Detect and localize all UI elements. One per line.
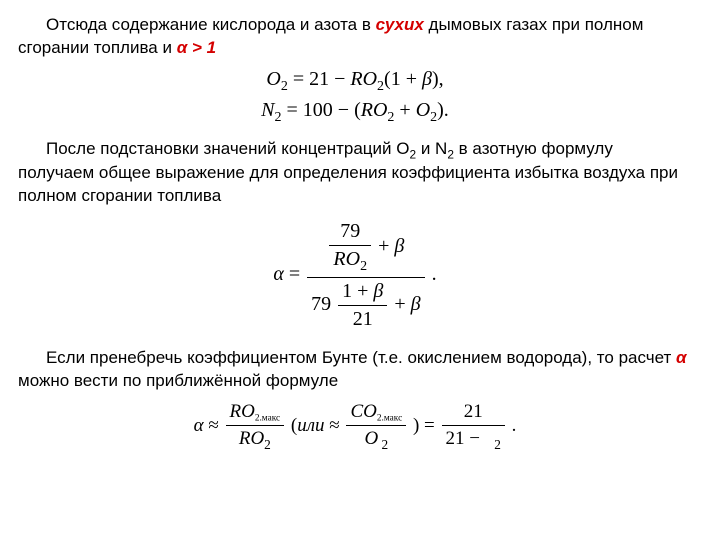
eq2-period: . bbox=[432, 263, 437, 285]
eq2-79b: 79 bbox=[311, 293, 331, 315]
page-content: Отсюда содержание кислорода и азота в су… bbox=[0, 0, 720, 464]
p1-em: сухих bbox=[376, 15, 424, 34]
p3-t1: Если пренебречь коэффициентом Бунте (т.е… bbox=[46, 348, 676, 367]
p2-t2: и N bbox=[416, 139, 447, 158]
p3-t2: можно вести по приближённой формуле bbox=[18, 371, 338, 390]
paragraph-1: Отсюда содержание кислорода и азота в су… bbox=[18, 14, 692, 60]
equation-block-2: α = 79 RO2 + β 79 1 + β 21 + β . bbox=[18, 218, 692, 333]
eq2-main-frac: 79 RO2 + β 79 1 + β 21 + β bbox=[307, 218, 425, 333]
eq1-line2: N2 = 100 − (RO2 + O2). bbox=[18, 97, 692, 128]
p1-t1: Отсюда содержание кислорода и азота в bbox=[46, 15, 376, 34]
equation-block-3: α ≈ RO2.макс RO2 (или ≈ CO2.макс O 2 ) =… bbox=[18, 399, 692, 454]
equation-block-1: O2 = 21 − RO2(1 + β), N2 = 100 − (RO2 + … bbox=[18, 66, 692, 128]
eq3-frac2: CO2.макс O 2 bbox=[346, 399, 406, 454]
paragraph-2: После подстановки значений концентраций … bbox=[18, 138, 692, 208]
eq3-frac3: 21 21 − 2 bbox=[442, 399, 505, 453]
eq2-79a: 79 bbox=[340, 220, 360, 242]
p2-t1: После подстановки значений концентраций … bbox=[46, 139, 409, 158]
p3-alpha: α bbox=[676, 348, 687, 367]
eq3-frac1: RO2.макс RO2 bbox=[226, 399, 285, 454]
p2-s2: 2 bbox=[447, 147, 454, 161]
eq1-line1: O2 = 21 − RO2(1 + β), bbox=[18, 66, 692, 97]
eq2-21: 21 bbox=[353, 308, 373, 330]
p1-alpha: α > 1 bbox=[177, 38, 216, 57]
eq3-period: . bbox=[512, 415, 517, 436]
paragraph-3: Если пренебречь коэффициентом Бунте (т.е… bbox=[18, 347, 692, 393]
